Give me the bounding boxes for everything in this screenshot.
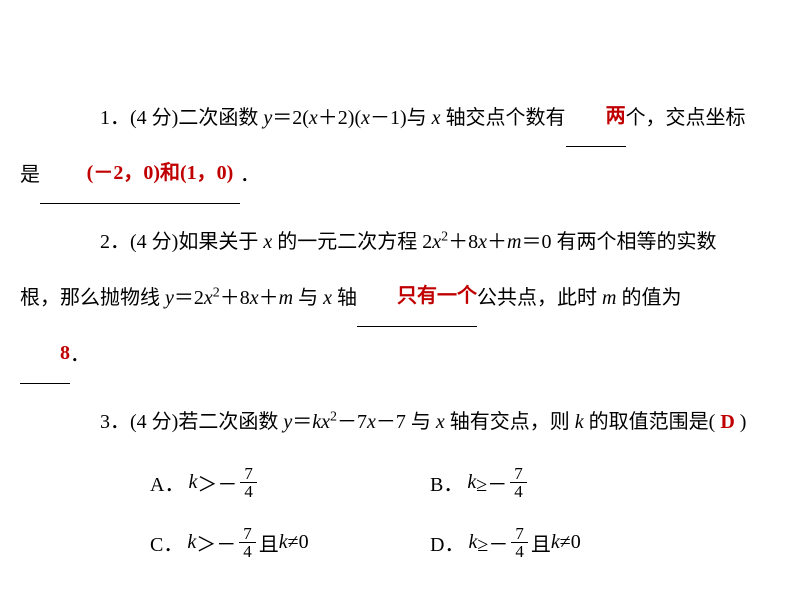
fraction-icon: 7 4 [240, 465, 257, 500]
question-3: 3．(4 分)若二次函数 y＝kx2－7x－7 与 x 轴有交点，则 k 的取值… [60, 394, 764, 450]
document-content: 1．(4 分)二次函数 y＝2(x＋2)(x－1)与 x 轴交点个数有两个，交点… [0, 0, 794, 615]
q2-line3: 8． [20, 344, 90, 366]
q1-answer-2: (－2，0)和(1，0) [87, 162, 234, 184]
question-1: 1．(4 分)二次函数 y＝2(x＋2)(x－1)与 x 轴交点个数有两个，交点… [60, 90, 764, 204]
option-c-label: C． [150, 528, 183, 557]
q2-line2: 根，那么抛物线 y＝2x2＋8x＋m 与 x 轴只有一个公共点，此时 m 的值为 [20, 287, 681, 309]
q2-text: 2．(4 分)如果关于 x 的一元二次方程 2x2＋8x＋m＝0 有两个相等的实… [100, 231, 716, 253]
q1-line2: 是(－2，0)和(1，0)． [20, 164, 260, 186]
option-b-label: B． [430, 468, 463, 497]
q1-blank-2: (－2，0)和(1，0) [40, 147, 240, 204]
q2-answer-1: 只有一个 [397, 285, 477, 307]
option-d-label: D． [430, 528, 464, 557]
option-d: D． k≥－ 7 4 且k≠0 [430, 525, 581, 560]
q1-answer-1: 两 [606, 105, 626, 127]
options-container: A． k＞－ 7 4 B． k≥－ 7 4 C． k＞－ [150, 465, 764, 560]
question-2: 2．(4 分)如果关于 x 的一元二次方程 2x2＋8x＋m＝0 有两个相等的实… [60, 214, 764, 384]
fraction-icon: 7 4 [510, 465, 527, 500]
option-row-1: A． k＞－ 7 4 B． k≥－ 7 4 [150, 465, 764, 500]
q3-answer: D [720, 411, 734, 433]
q1-text: 1．(4 分)二次函数 y＝2(x＋2)(x－1)与 x 轴交点个数有两个，交点… [100, 107, 746, 129]
q2-answer-2: 8 [60, 342, 70, 364]
option-a: A． k＞－ 7 4 [150, 465, 390, 500]
option-c: C． k＞－ 7 4 且k≠0 [150, 525, 390, 560]
q2-blank-1: 只有一个 [357, 270, 477, 327]
option-b: B． k≥－ 7 4 [430, 465, 530, 500]
fraction-icon: 7 4 [239, 525, 256, 560]
q3-text: 3．(4 分)若二次函数 y＝kx2－7x－7 与 x 轴有交点，则 k 的取值… [100, 411, 746, 433]
q2-blank-2: 8 [20, 327, 70, 384]
fraction-icon: 7 4 [511, 525, 528, 560]
option-row-2: C． k＞－ 7 4 且k≠0 D． k≥－ 7 4 且k≠0 [150, 525, 764, 560]
q1-blank-1: 两 [566, 90, 626, 147]
option-a-label: A． [150, 468, 184, 497]
